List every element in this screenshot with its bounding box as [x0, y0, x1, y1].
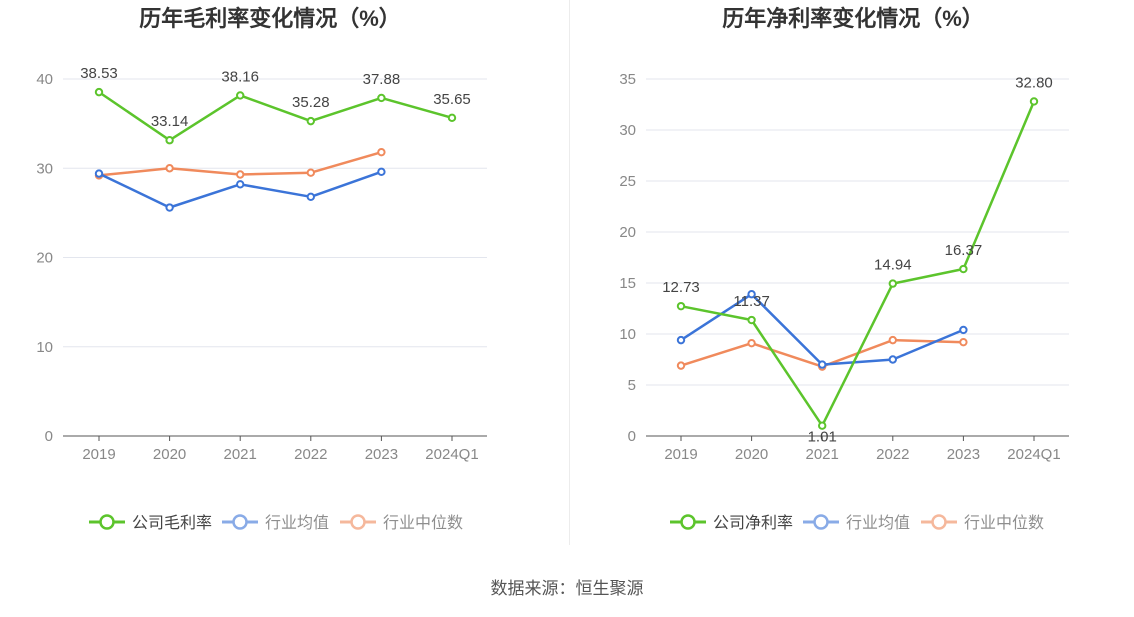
legend-item-industry_median: 行业中位数	[340, 514, 463, 532]
x-tick-label: 2022	[876, 446, 909, 463]
legend-item-company: 公司毛利率	[89, 514, 212, 532]
series-line-company	[98, 91, 453, 142]
data-point-industry_avg	[676, 335, 686, 345]
data-point-industry_avg	[377, 167, 386, 177]
data-point-company	[94, 87, 104, 97]
legend-label: 公司毛利率	[132, 514, 212, 532]
x-tick-label: 2024Q1	[425, 446, 478, 463]
chart-legend: 公司毛利率 行业均值 行业中位数	[89, 514, 463, 532]
data-label: 11.37	[733, 293, 769, 310]
panel-divider	[569, 0, 570, 545]
data-point-company	[959, 264, 968, 274]
data-point-company	[306, 116, 315, 126]
x-tick-label: 2021	[806, 446, 839, 463]
chart-legend: 公司净利率 行业均值 行业中位数	[670, 514, 1044, 532]
data-label: 12.73	[662, 279, 700, 296]
legend-item-industry_avg: 行业均值	[803, 514, 910, 532]
series-line-company	[680, 100, 1036, 427]
data-point-industry_avg	[236, 180, 245, 189]
y-tick-label: 30	[36, 160, 53, 177]
legend-marker-icon	[99, 514, 115, 530]
y-tick-label: 20	[619, 224, 636, 241]
data-label: 14.94	[874, 257, 912, 274]
y-tick-label: 0	[628, 428, 636, 445]
data-source-label: 数据来源：恒生聚源	[490, 579, 644, 598]
y-tick-label: 15	[619, 275, 636, 292]
chart-panel-1: 历年毛利率变化情况（%） 0 10 20 30 40 2019 2020 2021 2022 202…	[36, 6, 487, 532]
data-label: 1.01	[808, 429, 837, 446]
data-point-industry_avg	[959, 325, 968, 335]
data-point-company	[236, 91, 245, 100]
y-tick-label: 5	[628, 377, 636, 394]
legend-label: 行业均值	[265, 514, 329, 532]
data-label: 32.80	[1015, 74, 1053, 91]
chart-title: 历年净利率变化情况（%）	[722, 6, 984, 31]
chart-panel-2: 历年净利率变化情况（%） 0 5 10 15 20 25 30 35 2019 2020 2021 20…	[619, 6, 1069, 532]
y-tick-label: 0	[45, 428, 53, 445]
data-point-industry_median	[747, 338, 756, 348]
data-point-industry_median	[236, 170, 245, 179]
x-tick-label: 2023	[947, 446, 980, 463]
data-point-industry_median	[888, 335, 897, 345]
legend-marker-icon	[350, 514, 366, 530]
x-tick-label: 2024Q1	[1007, 446, 1060, 463]
y-tick-label: 10	[36, 339, 53, 356]
data-label: 37.88	[363, 71, 401, 88]
y-tick-label: 35	[619, 71, 636, 88]
data-point-industry_median	[676, 361, 686, 370]
legend-label: 行业中位数	[383, 514, 463, 532]
data-label: 33.14	[151, 113, 189, 130]
y-tick-label: 10	[619, 326, 636, 343]
data-point-company	[818, 421, 827, 430]
y-tick-label: 20	[36, 250, 53, 267]
y-tick-label: 25	[619, 173, 636, 190]
data-point-industry_median	[959, 337, 968, 347]
data-label: 16.37	[945, 242, 983, 259]
data-point-company	[447, 113, 457, 123]
data-point-industry_median	[377, 147, 386, 157]
x-tick-label: 2020	[735, 446, 768, 463]
data-point-industry_avg	[888, 355, 897, 364]
legend-label: 公司净利率	[713, 514, 793, 532]
data-label: 35.65	[433, 91, 471, 108]
data-label: 35.28	[292, 94, 330, 111]
legend-marker-icon	[680, 514, 696, 530]
legend-item-industry_median: 行业中位数	[921, 514, 1044, 532]
x-tick-label: 2021	[224, 446, 257, 463]
legend-marker-icon	[232, 514, 248, 530]
data-point-industry_avg	[94, 169, 104, 178]
data-point-company	[1029, 97, 1039, 106]
data-point-company	[888, 279, 897, 288]
data-point-company	[676, 301, 686, 311]
data-point-company	[165, 136, 174, 145]
legend-marker-icon	[931, 514, 947, 530]
legend-label: 行业中位数	[964, 514, 1044, 532]
chart-title: 历年毛利率变化情况（%）	[139, 6, 401, 31]
x-tick-label: 2019	[664, 446, 697, 463]
data-label: 38.16	[221, 68, 259, 85]
data-point-industry_median	[306, 168, 315, 177]
data-point-industry_avg	[747, 290, 756, 299]
x-tick-label: 2022	[294, 446, 327, 463]
x-tick-label: 2023	[365, 446, 398, 463]
x-tick-label: 2019	[82, 446, 115, 463]
data-point-industry_avg	[818, 360, 827, 369]
x-tick-label: 2020	[153, 446, 186, 463]
legend-marker-icon	[813, 514, 829, 530]
legend-label: 行业均值	[846, 514, 910, 532]
data-point-company	[377, 93, 386, 103]
data-point-industry_median	[165, 164, 174, 173]
series-line-industry_avg	[680, 292, 964, 366]
data-point-industry_avg	[306, 192, 315, 202]
data-point-industry_avg	[165, 203, 174, 212]
data-point-company	[747, 315, 756, 325]
y-tick-label: 30	[619, 122, 636, 139]
y-tick-label: 40	[36, 71, 53, 88]
legend-item-company: 公司净利率	[670, 514, 793, 532]
data-label: 38.53	[80, 65, 118, 82]
legend-item-industry_avg: 行业均值	[222, 514, 329, 532]
